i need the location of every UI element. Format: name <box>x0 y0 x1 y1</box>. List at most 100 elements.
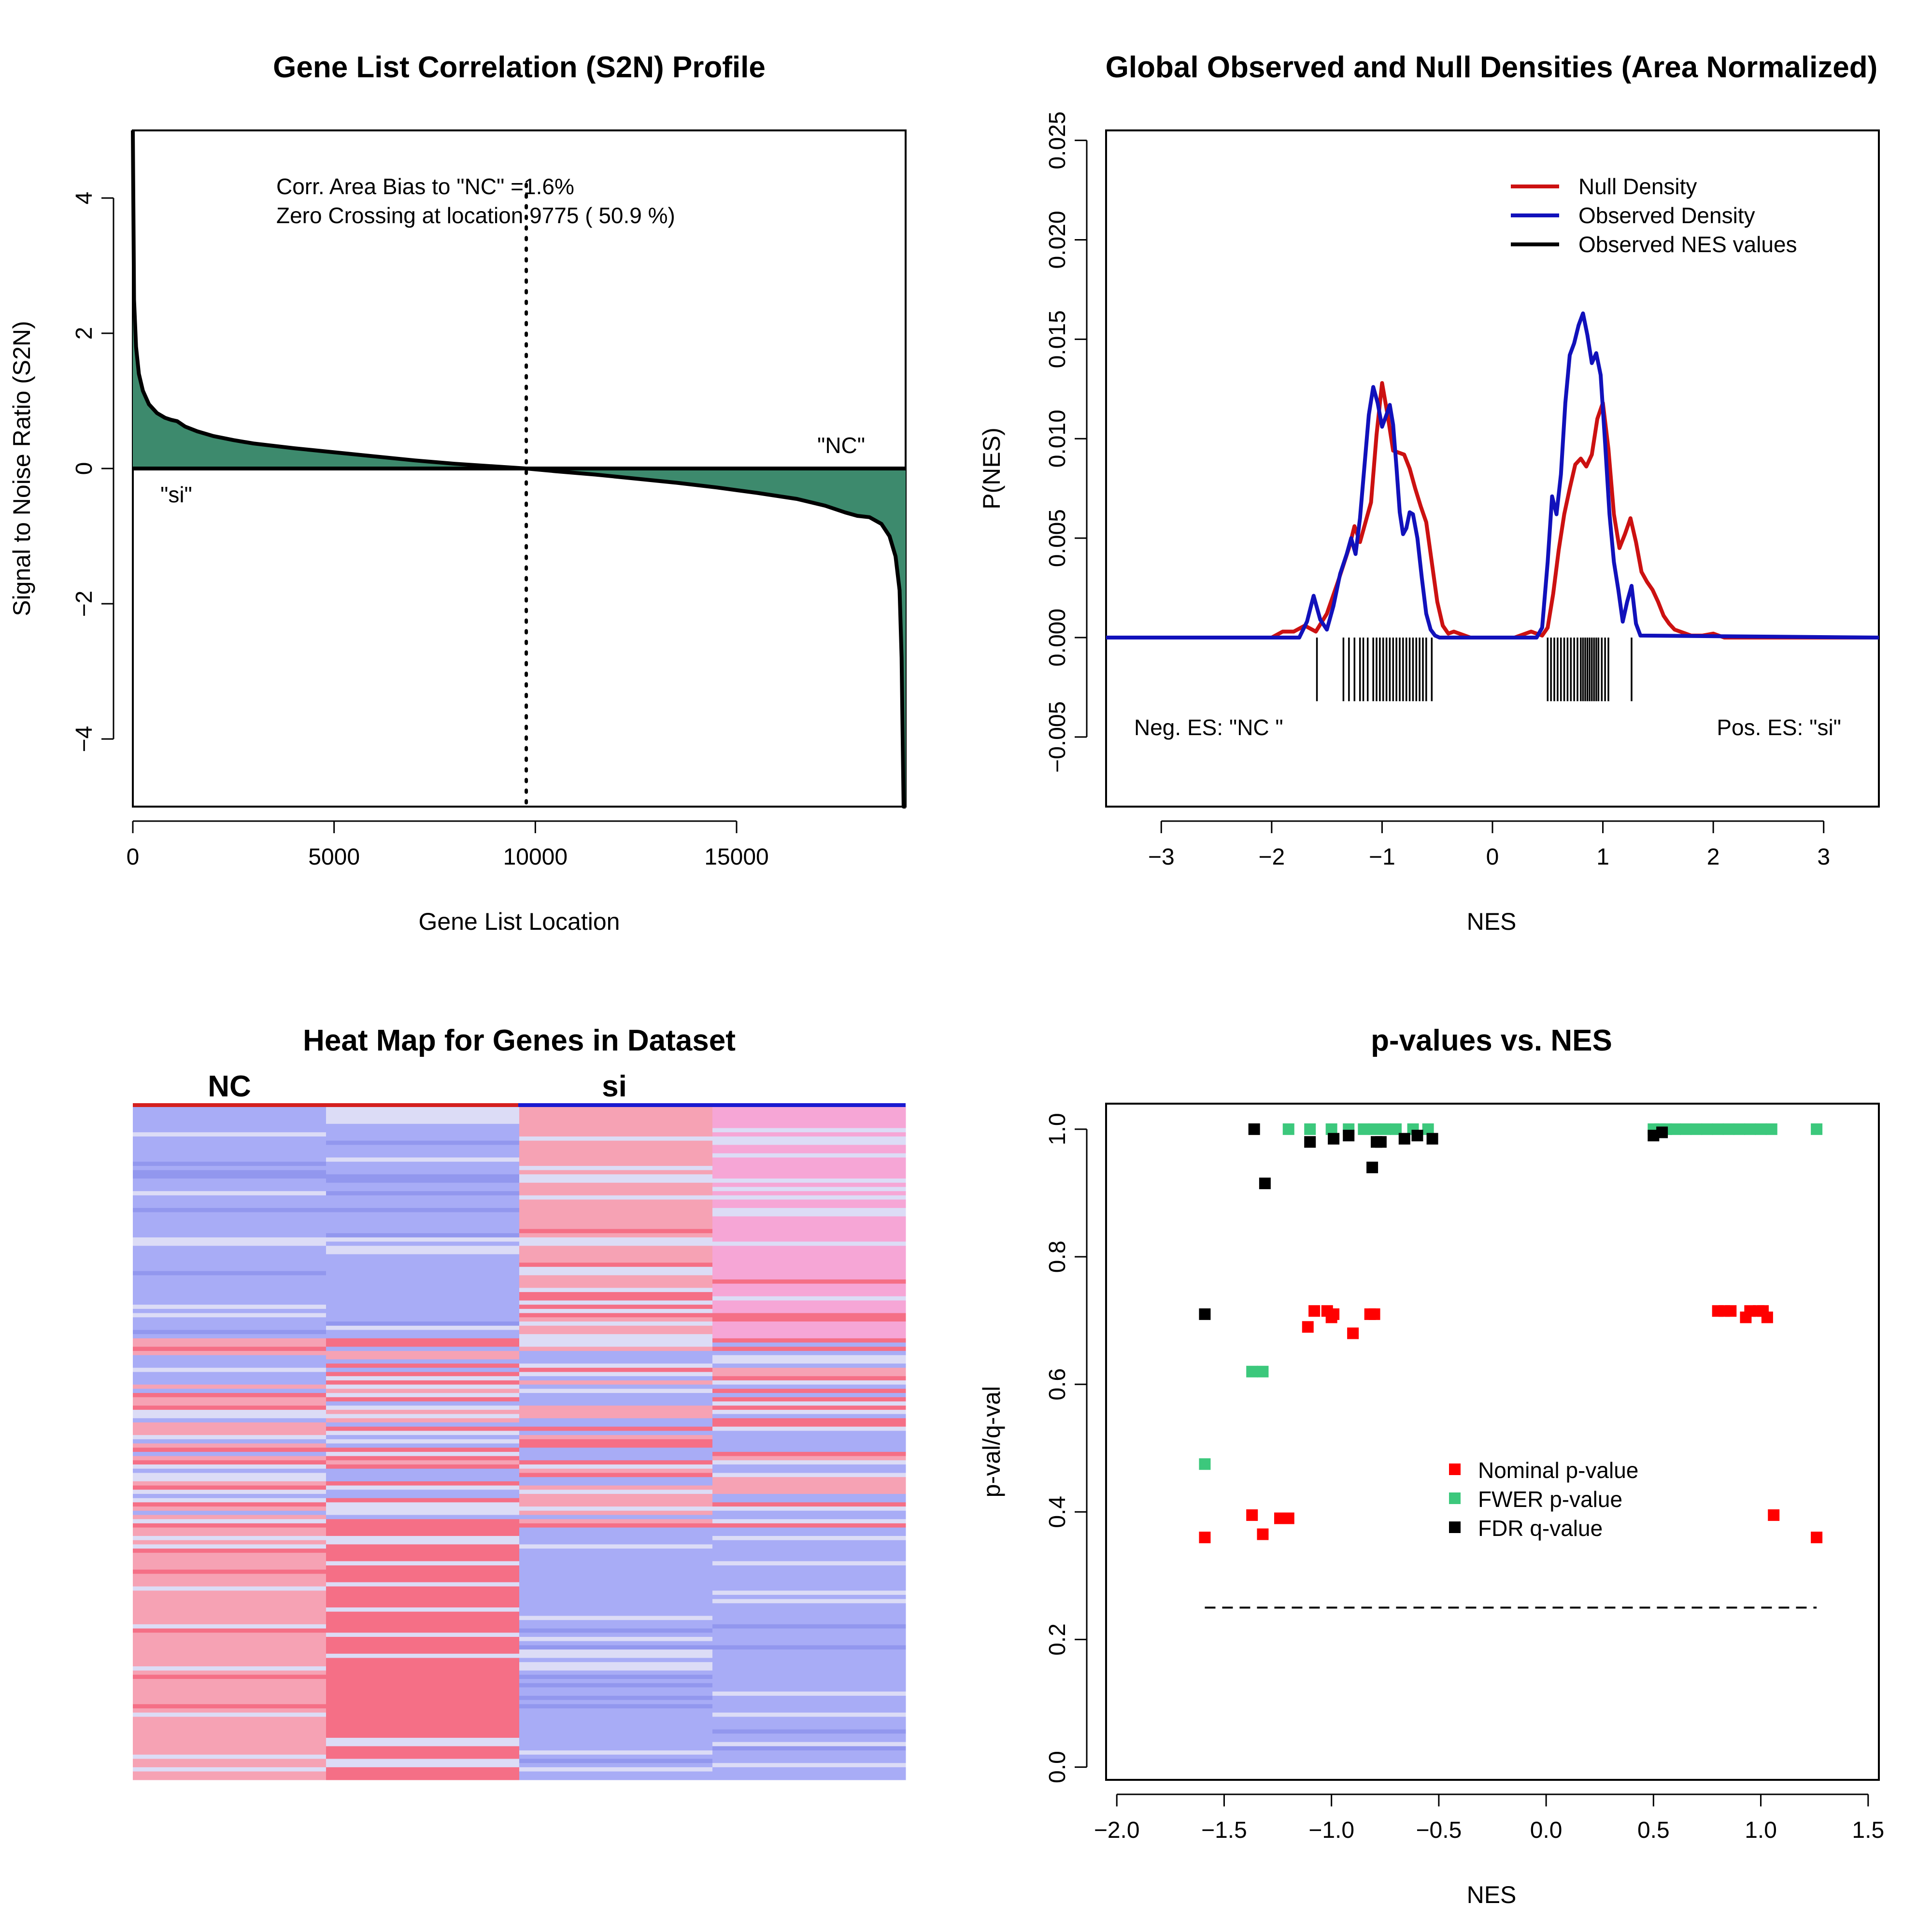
heatmap-cell <box>326 1305 520 1309</box>
heatmap-cell <box>133 1468 327 1473</box>
heatmap-cell <box>133 1687 327 1692</box>
heatmap-cell <box>519 1725 713 1730</box>
heatmap-group-label-si: si <box>602 1070 627 1103</box>
heatmap-cell <box>326 1532 520 1536</box>
fwer-p-value-point <box>1811 1123 1823 1135</box>
heatmap-cell <box>133 1435 327 1440</box>
heatmap-cell <box>133 1725 327 1730</box>
heatmap-cell <box>712 1229 906 1234</box>
heatmap-cell <box>326 1153 520 1158</box>
heatmap-cell <box>133 1132 327 1137</box>
heatmap-cell <box>133 1355 327 1360</box>
heatmap-cell <box>133 1704 327 1709</box>
heatmap-cell <box>326 1182 520 1187</box>
heatmap-cell <box>326 1670 520 1675</box>
heatmap-cell <box>326 1165 520 1171</box>
heatmap-cell <box>133 1418 327 1423</box>
heatmap-cell <box>712 1263 906 1267</box>
heatmap-cell <box>326 1725 520 1730</box>
heatmap-cell <box>133 1536 327 1541</box>
heatmap-cell <box>712 1182 906 1187</box>
heatmap-cell <box>133 1308 327 1314</box>
heatmap-cell <box>712 1725 906 1730</box>
heatmap-cell <box>326 1275 520 1280</box>
heatmap-cell <box>326 1334 520 1339</box>
heatmap-cell <box>519 1187 713 1192</box>
fwer-p-value-point <box>1701 1123 1713 1135</box>
heatmap-cell <box>326 1191 520 1196</box>
heatmap-cell <box>712 1700 906 1705</box>
heatmap-cell <box>326 1149 520 1154</box>
heatmap-cell <box>519 1165 713 1171</box>
heatmap-cell <box>133 1515 327 1520</box>
pvalue-y-ticks: 0.0 0.2 0.4 0.6 0.8 1.0 <box>1045 1113 1088 1783</box>
heatmap-cell <box>326 1498 520 1503</box>
density-y-tick-label: 0.025 <box>1045 112 1070 170</box>
heatmap-cell <box>712 1308 906 1314</box>
heatmap-cell <box>133 1594 327 1600</box>
heatmap-cell <box>712 1254 906 1259</box>
pvalue-x-tick-label: 1.0 <box>1745 1818 1777 1843</box>
s2n-y-tick-label: −4 <box>71 726 97 753</box>
heatmap-cell <box>133 1263 327 1267</box>
heatmap-cell <box>326 1624 520 1629</box>
heatmap-cell <box>712 1633 906 1637</box>
heatmap-cell <box>712 1712 906 1717</box>
heatmap-cell <box>519 1666 713 1671</box>
heatmap-cell <box>519 1717 713 1721</box>
heatmap-cell <box>712 1300 906 1305</box>
heatmap-cell <box>326 1607 520 1612</box>
heatmap-cell <box>133 1649 327 1654</box>
heatmap-cell <box>133 1679 327 1684</box>
heatmap-cell <box>133 1498 327 1503</box>
heatmap-cell <box>712 1187 906 1192</box>
heatmap-cell <box>326 1653 520 1659</box>
density-x-tick-label: −1 <box>1369 844 1395 870</box>
heatmap-cell <box>326 1510 520 1516</box>
heatmap-cell <box>519 1384 713 1389</box>
heatmap-cell <box>712 1527 906 1532</box>
heatmap-cell <box>133 1128 327 1133</box>
heatmap-cell <box>133 1292 327 1297</box>
heatmap-cell <box>712 1136 906 1141</box>
heatmap-cell <box>712 1717 906 1721</box>
heatmap-cell <box>519 1174 713 1179</box>
heatmap-cell <box>519 1729 713 1734</box>
legend-fdr-label: FDR q-value <box>1478 1516 1603 1541</box>
heatmap-cells <box>133 1107 906 1780</box>
nominal-p-value-point <box>1725 1305 1737 1317</box>
heatmap-cell <box>519 1258 713 1263</box>
heatmap-cell <box>519 1771 713 1776</box>
heatmap-cell <box>133 1174 327 1179</box>
heatmap-cell <box>519 1367 713 1372</box>
heatmap-cell <box>712 1582 906 1587</box>
s2n-x-tick-label: 0 <box>127 844 140 870</box>
heatmap-cell <box>712 1485 906 1490</box>
fwer-p-value-point <box>1690 1123 1703 1135</box>
nominal-p-value-point <box>1257 1528 1269 1540</box>
heatmap-cell <box>326 1594 520 1600</box>
heatmap-cell <box>326 1599 520 1604</box>
heatmap-cell <box>519 1149 713 1154</box>
panel-s2n-profile: Gene List Correlation (S2N) Profile 0 500… <box>8 51 907 935</box>
heatmap-cell <box>326 1565 520 1570</box>
heatmap-cell <box>326 1649 520 1654</box>
heatmap-cell <box>519 1132 713 1137</box>
heatmap-cell <box>133 1258 327 1263</box>
heatmap-cell <box>133 1208 327 1213</box>
heatmap-cell <box>326 1687 520 1692</box>
heatmap-cell <box>326 1515 520 1520</box>
density-x-tick-label: 3 <box>1817 844 1830 870</box>
heatmap-cell <box>712 1448 906 1452</box>
heatmap-cell <box>712 1216 906 1221</box>
heatmap-cell <box>133 1523 327 1528</box>
heatmap-cell <box>519 1649 713 1654</box>
heatmap-cell <box>133 1776 327 1780</box>
heatmap-cell <box>712 1691 906 1696</box>
fdr-q-value-point <box>1375 1136 1387 1148</box>
heatmap-cell <box>133 1409 327 1415</box>
heatmap-cell <box>519 1552 713 1558</box>
heatmap-cell <box>326 1263 520 1267</box>
density-y-ticks: −0.005 0.000 0.005 0.010 0.015 0.020 0.025 <box>1045 112 1088 773</box>
heatmap-cell <box>326 1611 520 1616</box>
